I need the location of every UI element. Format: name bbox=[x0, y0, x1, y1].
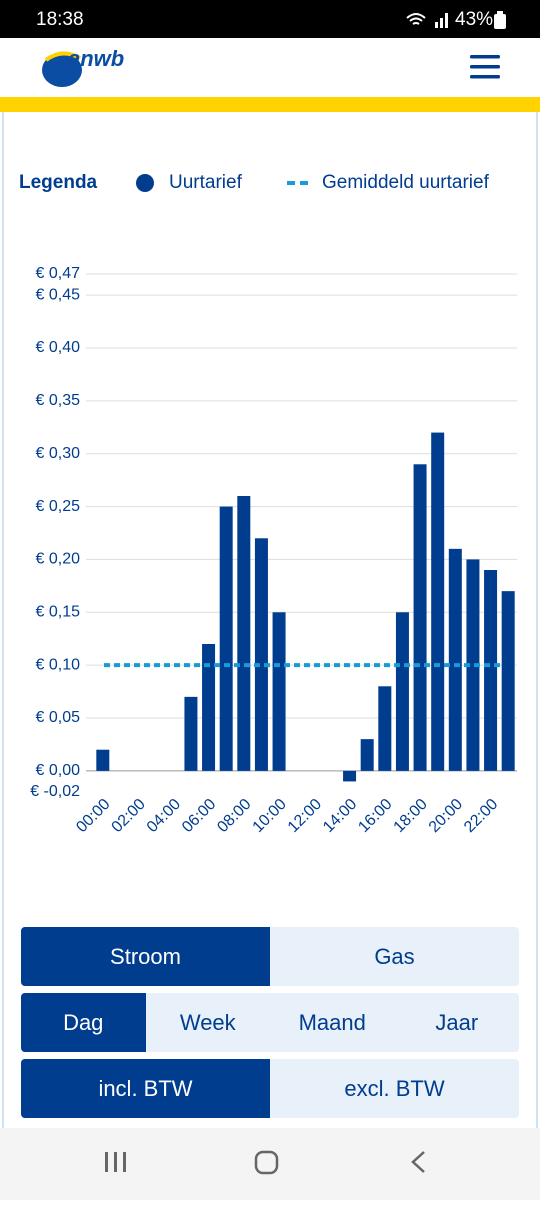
toggle-option[interactable]: incl. BTW bbox=[21, 1059, 270, 1118]
legend-label: Uurtarief bbox=[169, 172, 243, 193]
x-tick-label: 10:00 bbox=[250, 796, 290, 836]
x-tick-label: 04:00 bbox=[144, 796, 184, 836]
bar bbox=[343, 770, 357, 782]
y-tick-label: € 0,40 bbox=[36, 339, 81, 356]
status-bar: 18:38 43% bbox=[0, 0, 540, 38]
x-tick-label: 12:00 bbox=[285, 796, 325, 836]
toggle-option[interactable]: Dag bbox=[21, 993, 146, 1052]
logo-text: anwb bbox=[68, 46, 124, 71]
x-tick-label: 02:00 bbox=[109, 796, 149, 836]
time: 18:38 bbox=[36, 9, 84, 30]
y-tick-label: € 0,20 bbox=[36, 551, 81, 568]
x-tick-label: 14:00 bbox=[320, 796, 360, 836]
y-tick-label: € 0,15 bbox=[36, 604, 81, 621]
y-tick-label: € 0,25 bbox=[36, 498, 81, 515]
bar bbox=[219, 506, 233, 771]
bar bbox=[484, 570, 498, 771]
bar bbox=[96, 749, 110, 771]
nav-icons bbox=[105, 1150, 425, 1175]
bar bbox=[272, 612, 286, 771]
toggle-option[interactable]: Gas bbox=[374, 943, 415, 969]
legend-title: Legenda bbox=[19, 172, 98, 193]
content bbox=[2, 112, 538, 1128]
x-tick-label: 18:00 bbox=[391, 796, 431, 836]
y-tick-label: € 0,00 bbox=[36, 762, 81, 779]
bar bbox=[448, 548, 462, 771]
logo[interactable]: anwb bbox=[40, 44, 130, 92]
bar bbox=[395, 612, 409, 771]
y-tick-label: € 0,30 bbox=[36, 445, 81, 462]
menu-button[interactable] bbox=[470, 54, 502, 80]
legend-label: Gemiddeld uurtarief bbox=[322, 172, 490, 193]
bar bbox=[184, 696, 198, 771]
y-tick-label: € 0,45 bbox=[36, 286, 81, 303]
battery-icon bbox=[494, 11, 506, 29]
toggle-option[interactable]: Maand bbox=[298, 1009, 366, 1035]
x-tick-label: 08:00 bbox=[214, 796, 254, 836]
bar bbox=[254, 538, 268, 771]
header: anwb bbox=[0, 38, 540, 97]
nav-bar bbox=[0, 1128, 540, 1200]
toggle-option[interactable]: Week bbox=[179, 1009, 236, 1035]
y-tick-label: € 0,47 bbox=[36, 265, 81, 282]
battery-level: 43% bbox=[455, 9, 494, 30]
bar bbox=[413, 464, 427, 771]
bar bbox=[237, 496, 251, 771]
bar bbox=[466, 559, 480, 771]
legend-swatch bbox=[136, 174, 154, 192]
y-tick-label: € 0,35 bbox=[36, 392, 81, 409]
x-tick-label: 06:00 bbox=[179, 796, 219, 836]
toggle-group: incl. BTW excl. BTW bbox=[21, 1059, 519, 1118]
y-tick-label: € 0,05 bbox=[36, 709, 81, 726]
x-tick-label: 00:00 bbox=[73, 796, 113, 836]
bar bbox=[360, 739, 374, 771]
chart: Legenda Uurtarief Gemiddeld uurtarief € … bbox=[19, 172, 517, 836]
x-tick-label: 16:00 bbox=[355, 796, 395, 836]
x-tick-label: 22:00 bbox=[461, 796, 501, 836]
bar bbox=[431, 432, 445, 771]
y-tick-label: € -0,02 bbox=[30, 783, 80, 800]
bar bbox=[501, 591, 515, 771]
toggle-group: Stroom Gas bbox=[21, 927, 519, 986]
toggle-option[interactable]: Stroom bbox=[21, 927, 270, 986]
bar bbox=[202, 644, 216, 771]
toggle-option[interactable]: excl. BTW bbox=[344, 1075, 445, 1101]
toggle-option[interactable]: Jaar bbox=[435, 1009, 479, 1035]
toggle-group: Dag Week Maand Jaar bbox=[21, 993, 519, 1052]
bar bbox=[378, 686, 392, 771]
accent-bar bbox=[0, 97, 540, 112]
y-tick-label: € 0,10 bbox=[36, 656, 81, 673]
signal-icons bbox=[406, 13, 448, 28]
x-tick-label: 20:00 bbox=[426, 796, 466, 836]
